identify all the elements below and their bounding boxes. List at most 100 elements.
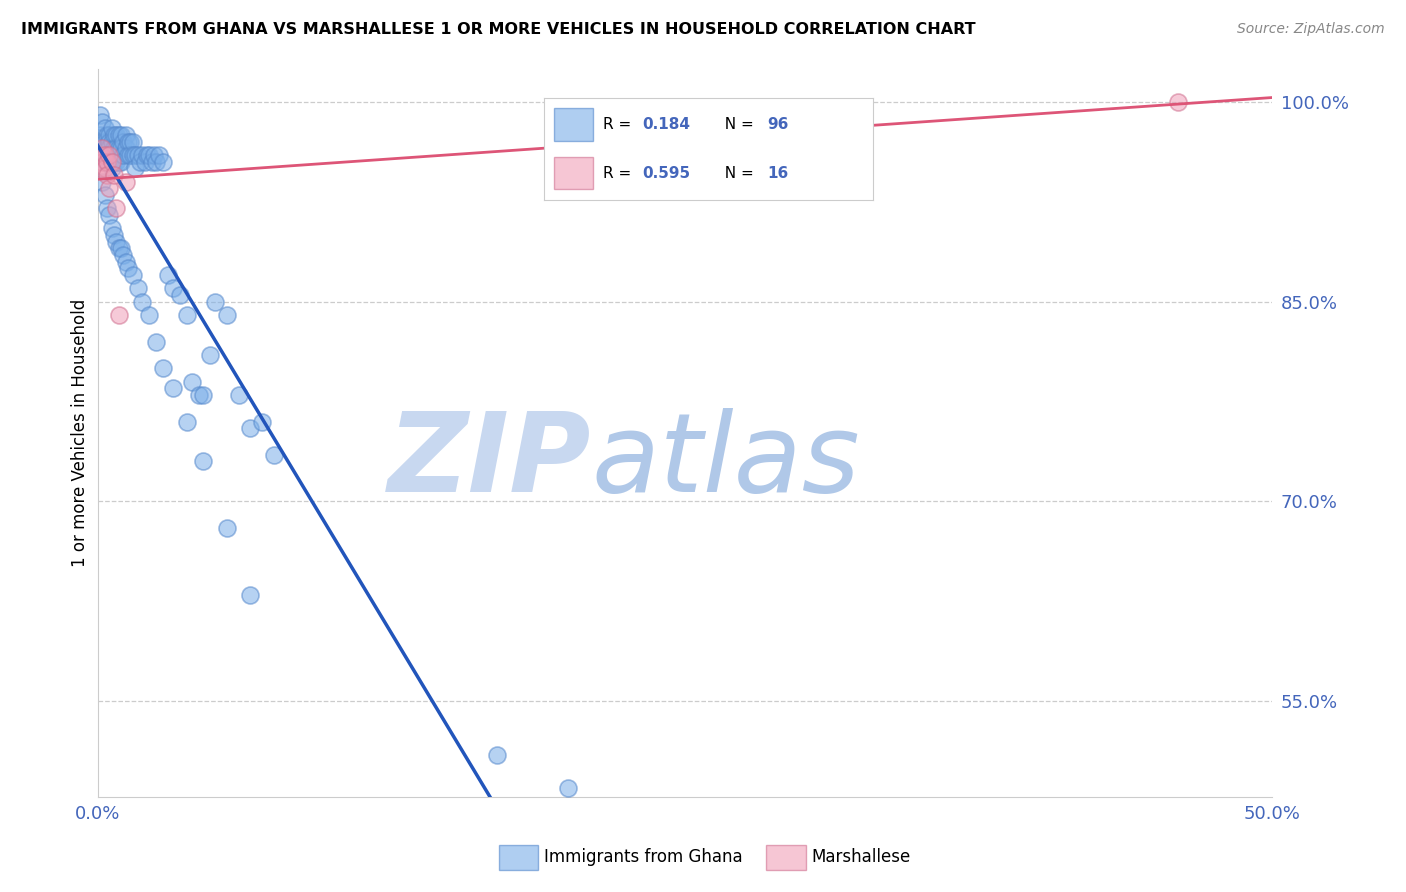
Point [93,161,115,176]
Point [98,128,121,142]
Point [152,154,174,169]
Point [114,128,136,142]
Point [100,221,122,235]
Point [91,148,114,162]
Point [89,128,111,142]
Point [121,148,143,162]
Point [117,135,139,149]
Point [148,148,170,162]
Point [91,154,114,169]
Point [105,141,128,155]
Point [263,448,285,462]
Point [110,154,132,169]
Point [131,148,153,162]
Point [107,308,129,322]
Point [120,148,142,162]
Point [107,141,129,155]
Point [98,181,121,195]
Point [127,148,149,162]
Point [96,154,118,169]
Point [105,154,128,169]
Point [103,141,125,155]
Point [117,261,139,276]
Text: atlas: atlas [591,409,859,516]
Point [100,154,122,169]
Point [114,175,136,189]
Point [100,148,122,162]
Point [112,135,135,149]
Point [193,388,215,402]
Point [141,154,163,169]
Point [157,268,180,282]
Point [98,208,121,222]
Point [176,415,198,429]
Point [89,161,111,176]
Point [100,121,122,136]
Point [127,281,149,295]
Point [89,148,111,162]
Point [105,235,128,249]
Point [103,154,125,169]
Point [93,154,115,169]
Point [91,115,114,129]
Point [93,141,115,155]
Point [107,241,129,255]
Point [105,128,128,142]
Point [96,128,118,142]
Point [138,148,160,162]
Point [103,227,125,242]
Point [193,454,215,468]
Point [91,141,114,155]
Text: Immigrants from Ghana: Immigrants from Ghana [544,848,742,866]
Point [120,135,142,149]
Point [486,747,509,762]
Point [557,780,579,795]
Point [93,148,115,162]
Point [228,388,250,402]
Point [100,135,122,149]
Point [107,154,129,169]
Point [239,421,262,435]
Point [98,154,121,169]
Point [89,108,111,122]
Point [100,161,122,176]
Point [110,128,132,142]
Point [103,168,125,182]
Point [145,154,167,169]
Point [187,388,209,402]
Point [110,241,132,255]
Text: ZIP: ZIP [388,409,591,516]
Point [96,148,118,162]
Point [107,128,129,142]
Point [93,135,115,149]
Point [112,248,135,262]
Point [200,348,222,362]
Text: IMMIGRANTS FROM GHANA VS MARSHALLESE 1 OR MORE VEHICLES IN HOUSEHOLD CORRELATION: IMMIGRANTS FROM GHANA VS MARSHALLESE 1 O… [21,22,976,37]
Point [1167,95,1189,109]
Point [124,161,146,176]
Point [128,154,150,169]
Point [93,148,115,162]
Point [180,375,202,389]
Point [131,294,153,309]
Point [96,202,118,216]
Point [96,141,118,155]
Point [138,308,160,322]
Point [145,334,167,349]
Point [91,175,114,189]
Point [121,268,143,282]
Point [134,154,156,169]
Y-axis label: 1 or more Vehicles in Household: 1 or more Vehicles in Household [72,299,89,567]
Point [98,148,121,162]
Point [215,521,238,535]
Text: Source: ZipAtlas.com: Source: ZipAtlas.com [1237,22,1385,37]
Point [112,148,135,162]
Text: Marshallese: Marshallese [811,848,911,866]
Point [98,135,121,149]
Point [204,294,226,309]
Point [162,381,184,395]
Point [169,288,191,302]
Point [152,361,174,376]
Point [110,141,132,155]
Point [239,588,262,602]
